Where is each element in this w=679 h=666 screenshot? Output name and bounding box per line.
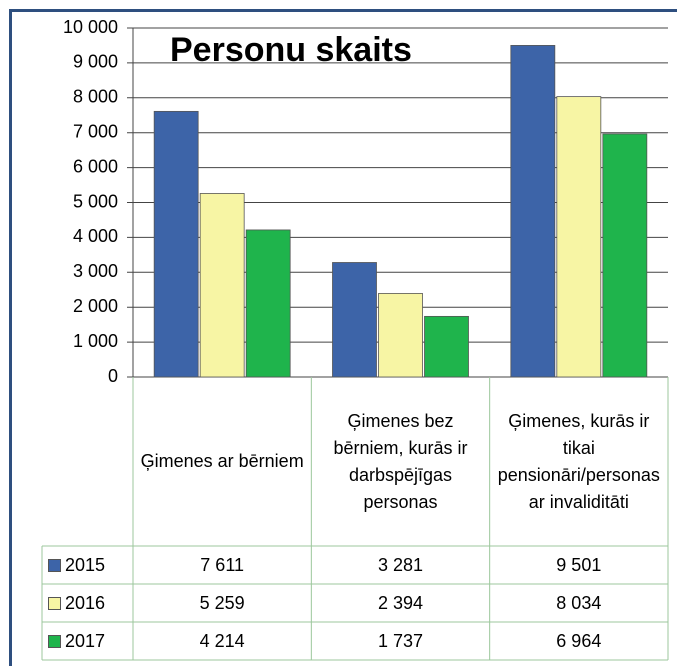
y-tick-label: 6 000 [73,156,118,176]
table-value: 8 034 [556,592,602,613]
legend-entry: 2017 [42,622,133,660]
bar [424,315,469,378]
legend-label: 2016 [65,592,106,613]
table-value: 2 394 [377,592,424,613]
y-tick-label: 4 000 [73,226,118,246]
bar [199,193,245,378]
y-tick-label: 10 000 [63,17,118,37]
x-tick-label: Ģimenes ar bērniem [140,451,304,471]
y-tick-label: 3 000 [73,261,118,281]
x-tick-label: Ģimenes, kurās ir tikai pensionāri/perso… [497,410,660,512]
y-tick-label: 2 000 [73,296,118,316]
legend-label: 2015 [65,554,106,575]
table-value: 9 501 [556,554,602,575]
legend-entry: 2016 [42,584,133,622]
bar [378,293,423,378]
table-value: 6 964 [556,630,602,651]
bar [153,110,199,378]
table-value: 1 737 [377,630,424,651]
legend-key [48,596,61,610]
legend-key [48,558,61,572]
legend-entry: 2015 [42,546,133,584]
y-tick-label: 8 000 [73,87,118,107]
bar [245,229,291,378]
x-tick-label: Ģimenes bez bērniem, kurās ir darbspējīg… [333,410,468,512]
bar [510,45,556,378]
legend-label: 2017 [65,630,106,651]
legend-key [48,634,61,648]
bar [602,133,648,378]
bar [332,262,377,378]
y-tick-label: 9 000 [73,52,118,72]
frame [9,9,677,666]
table-value: 4 214 [199,630,245,651]
y-tick-label: 1 000 [73,331,118,351]
table-value: 3 281 [377,554,424,575]
y-tick-label: 5 000 [73,191,118,211]
table-value: 5 259 [199,592,245,613]
bar [556,96,602,378]
table-value: 7 611 [200,554,245,575]
y-tick-label: 0 [108,366,118,386]
y-tick-label: 7 000 [73,121,118,141]
